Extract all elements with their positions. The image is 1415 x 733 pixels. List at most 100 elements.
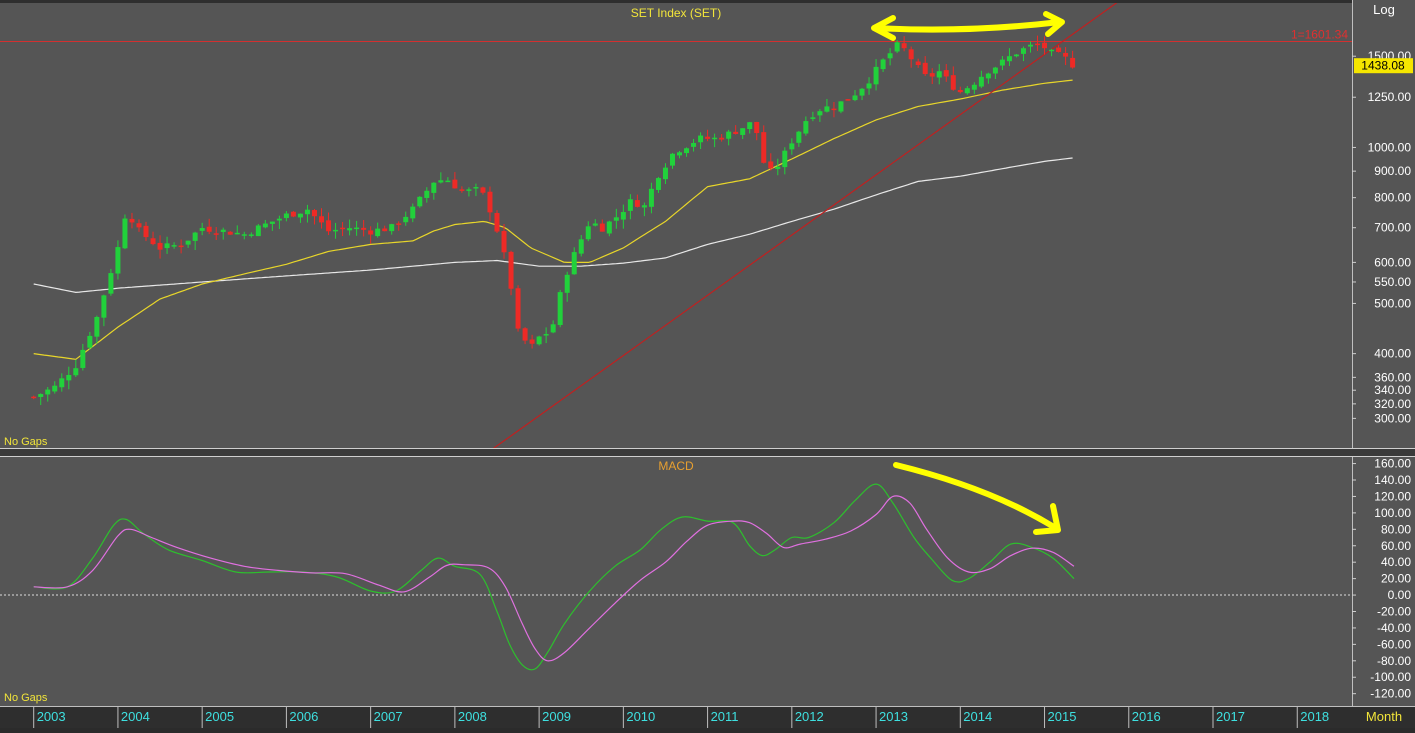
- last-price-text: 1438.08: [1361, 59, 1405, 73]
- candle-body: [255, 225, 261, 237]
- year-label: 2005: [205, 709, 234, 724]
- right-axis-area: [1352, 0, 1415, 706]
- candle-body: [304, 209, 310, 215]
- candle: [192, 231, 198, 251]
- candle-body: [213, 233, 219, 235]
- candle-body: [234, 232, 240, 235]
- panel-separator[interactable]: [0, 448, 1415, 457]
- candle-body: [340, 227, 346, 230]
- candle-body: [1013, 54, 1019, 57]
- candle-body: [536, 336, 542, 345]
- macd-axis-tick-label: 120.00: [1374, 489, 1411, 503]
- candle-body: [333, 229, 339, 232]
- candle-body: [655, 178, 661, 190]
- candle: [1063, 47, 1069, 66]
- candle: [38, 393, 44, 406]
- candle-body: [915, 61, 921, 66]
- macd-axis-tick-label: -120.00: [1370, 687, 1411, 701]
- candle: [494, 210, 500, 234]
- candle: [775, 158, 781, 176]
- candle-body: [368, 230, 374, 235]
- candle-body: [817, 111, 823, 116]
- candle-body: [389, 224, 395, 232]
- candle: [445, 177, 451, 183]
- candle: [1070, 50, 1076, 69]
- candle: [382, 225, 388, 232]
- candle-body: [677, 152, 683, 156]
- candle: [838, 101, 844, 114]
- candle-body: [87, 335, 93, 348]
- candle: [73, 359, 79, 377]
- price-axis-tick-label: 550.00: [1374, 275, 1411, 289]
- candle: [178, 239, 184, 254]
- candle-body: [220, 229, 226, 232]
- scale-mode-label[interactable]: Log: [1373, 2, 1395, 17]
- candle: [866, 77, 872, 95]
- candle: [761, 125, 767, 164]
- macd-panel[interactable]: [0, 457, 1352, 706]
- candle-body: [929, 73, 935, 77]
- candle: [522, 327, 528, 345]
- price-axis-tick-label: 1000.00: [1368, 140, 1412, 154]
- candle: [677, 150, 683, 159]
- candle: [52, 381, 58, 394]
- candle-body: [136, 223, 142, 228]
- resistance-label: 1=1601.34: [1291, 28, 1348, 42]
- last-price-box: [1354, 58, 1413, 74]
- candle-body: [648, 188, 654, 207]
- candle: [803, 116, 809, 136]
- candle-body: [838, 101, 844, 112]
- support-trendline: [492, 3, 1118, 448]
- candle: [262, 219, 268, 229]
- candle-body: [45, 389, 51, 395]
- candle-body: [978, 76, 984, 87]
- candle-body: [52, 385, 58, 392]
- candle-body: [543, 334, 549, 336]
- candle: [269, 221, 275, 231]
- candle-body: [164, 243, 170, 249]
- candle: [1013, 53, 1019, 58]
- candle-body: [354, 227, 360, 230]
- candle-body: [459, 189, 465, 191]
- candle-body: [887, 53, 893, 59]
- candle-body: [810, 117, 816, 119]
- candle-body: [1056, 47, 1062, 52]
- year-label: 2014: [963, 709, 992, 724]
- candle: [108, 268, 114, 296]
- candle-body: [908, 49, 914, 60]
- candle: [129, 212, 135, 229]
- candle: [992, 66, 998, 80]
- price-axis-tick-label: 500.00: [1374, 296, 1411, 310]
- candle-body: [620, 212, 626, 220]
- candle-body: [375, 228, 381, 237]
- candle: [641, 202, 647, 217]
- period-label[interactable]: Month: [1366, 709, 1402, 724]
- candle-body: [143, 225, 149, 238]
- candle: [613, 208, 619, 229]
- candle-body: [262, 223, 268, 228]
- candle-body: [192, 232, 198, 241]
- candle: [326, 212, 332, 236]
- candle: [824, 98, 830, 113]
- candle-body: [347, 228, 353, 231]
- candle: [894, 40, 900, 54]
- candle: [796, 130, 802, 147]
- candle-body: [761, 132, 767, 163]
- candle: [719, 133, 725, 142]
- price-axis-tick-label: 400.00: [1374, 347, 1411, 361]
- candle: [297, 213, 303, 223]
- candle-body: [719, 137, 725, 140]
- price-axis-tick-label: 320.00: [1374, 397, 1411, 411]
- candle-body: [775, 166, 781, 169]
- candle-body: [178, 245, 184, 248]
- macd-axis-tick-label: 60.00: [1381, 539, 1411, 553]
- candle-body: [606, 221, 612, 234]
- price-panel[interactable]: [0, 3, 1352, 448]
- candle: [150, 231, 156, 246]
- candle: [782, 147, 788, 175]
- candle: [943, 64, 949, 82]
- candle-body: [922, 62, 928, 75]
- price-chart-title: SET Index (SET): [631, 6, 721, 20]
- candle-body: [185, 240, 191, 245]
- candle: [564, 271, 570, 302]
